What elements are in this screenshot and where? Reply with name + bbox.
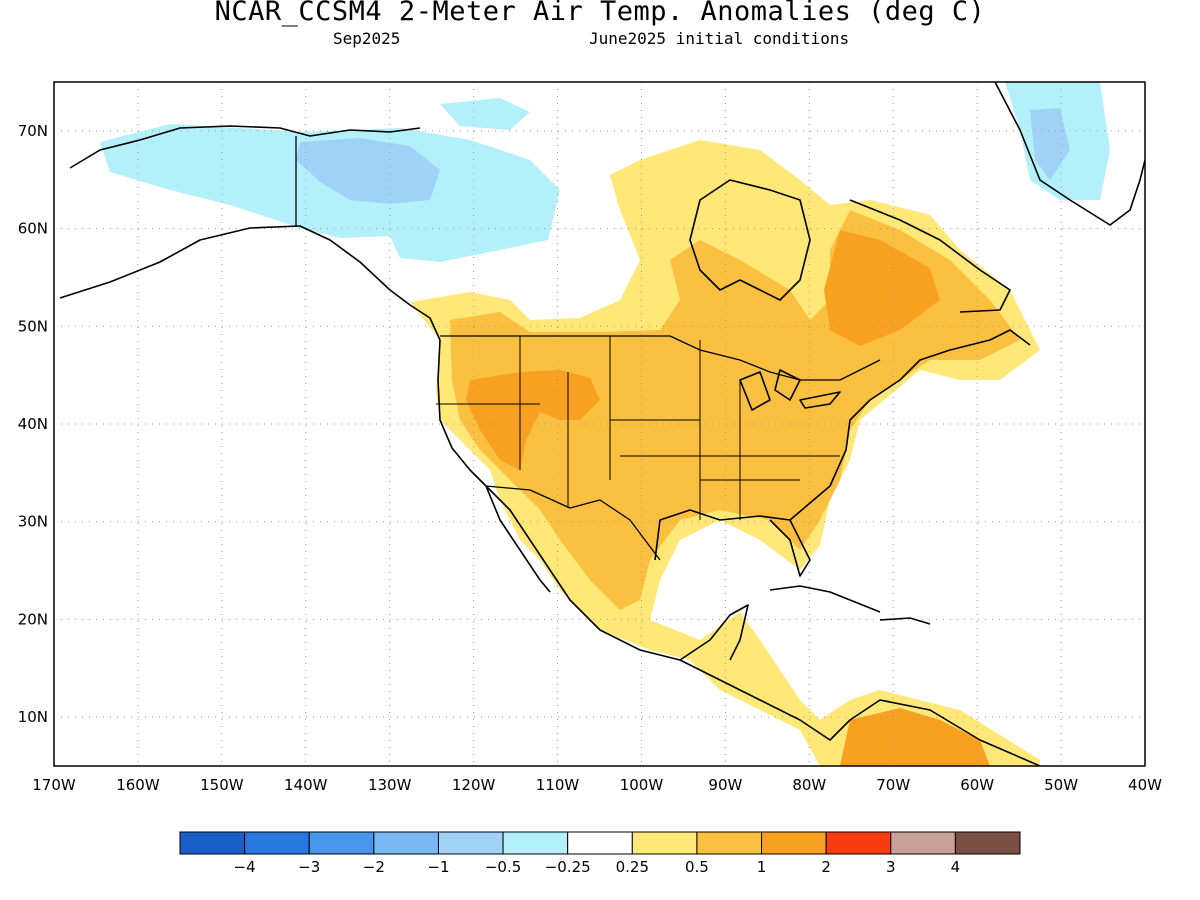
colorbar-swatch — [308, 831, 375, 855]
colorbar-label: 4 — [951, 858, 961, 876]
longitude-label: 70W — [876, 776, 910, 794]
coast-gulf — [654, 509, 811, 661]
colorbar-swatch — [825, 831, 892, 855]
coastlines — [59, 82, 1145, 766]
coast-baja — [485, 485, 551, 593]
colorbar-swatch — [373, 831, 439, 855]
colorbar-label: −1 — [427, 858, 449, 876]
initial-conditions: June2025 initial conditions — [589, 29, 850, 48]
colorbar-label: −0.5 — [485, 858, 521, 876]
longitude-label: 100W — [620, 776, 664, 794]
latitude-label: 60N — [18, 220, 48, 238]
longitude-label: 130W — [368, 776, 412, 794]
great-lakes — [739, 369, 841, 411]
colorbar-swatch — [890, 831, 956, 855]
cool-anomaly-greenland-core — [1030, 108, 1070, 180]
cool-anomaly-arctic-islands — [440, 98, 530, 130]
map-layers — [54, 82, 1145, 766]
longitude-label: 110W — [536, 776, 580, 794]
map-title: NCAR_CCSM4 2-Meter Air Temp. Anomalies (… — [214, 0, 986, 27]
coast-alaska-pacific — [59, 225, 441, 341]
coast-alaska-arctic — [69, 125, 421, 169]
plot-frame — [53, 81, 1146, 767]
latitude-label: 50N — [18, 317, 48, 335]
longitude-label: 120W — [452, 776, 496, 794]
colorbar-swatch — [437, 831, 504, 855]
latitude-labels: 10N 20N 30N 40N 50N 60N 70N — [18, 122, 48, 726]
latitude-label: 70N — [18, 122, 48, 140]
coast-greenland — [994, 82, 1145, 226]
longitude-label: 40W — [1128, 776, 1162, 794]
border-us-mexico — [485, 485, 661, 561]
coast-labrador — [849, 199, 1011, 313]
colorbar — [179, 831, 1021, 855]
colorbar-swatch — [761, 831, 827, 855]
coast-central-america — [679, 659, 1041, 766]
colorbar-swatch — [179, 831, 246, 855]
latitude-label: 40N — [18, 415, 48, 433]
latitude-label: 30N — [18, 513, 48, 531]
coast-hispaniola — [879, 617, 931, 625]
coast-us-pacific — [437, 339, 681, 661]
colorbar-swatch — [567, 831, 633, 855]
colorbar-label: 1 — [757, 858, 767, 876]
longitude-label: 50W — [1044, 776, 1078, 794]
colorbar-label: −0.25 — [545, 858, 591, 876]
warm-anomaly-orange-quebec — [824, 230, 940, 346]
colorbar-label: −2 — [363, 858, 385, 876]
colorbar-swatch — [954, 831, 1021, 855]
longitude-label: 170W — [32, 776, 76, 794]
coast-cuba — [769, 585, 881, 613]
cool-anomaly-alaska-canada — [100, 124, 560, 262]
border-us-canada — [440, 335, 881, 381]
colorbar-label: −4 — [234, 858, 256, 876]
longitude-label: 60W — [960, 776, 994, 794]
colorbar-swatch — [502, 831, 569, 855]
latitude-label: 10N — [18, 708, 48, 726]
colorbar-labels: −4 −3 −2 −1 −0.5 −0.25 0.25 0.5 1 2 3 4 — [234, 858, 961, 876]
colorbar-label: 0.5 — [685, 858, 709, 876]
colorbar-label: 0.25 — [616, 858, 649, 876]
coast-hudson-bay — [689, 179, 811, 301]
longitude-label: 140W — [284, 776, 328, 794]
longitude-label: 160W — [116, 776, 160, 794]
colorbar-swatch — [696, 831, 763, 855]
longitude-labels: 170W 160W 150W 140W 130W 120W 110W 100W 90W 80W 70… — [32, 776, 1162, 794]
colorbar-swatch — [244, 831, 310, 855]
coast-us-atlantic — [789, 329, 1031, 521]
forecast-month: Sep2025 — [333, 29, 401, 48]
colorbar-label: 3 — [886, 858, 896, 876]
colorbar-label: 2 — [821, 858, 831, 876]
colorbar-swatch — [631, 831, 698, 855]
warm-anomaly-orange-west — [466, 370, 600, 470]
longitude-label: 80W — [792, 776, 826, 794]
warm-anomaly-orange-southamerica — [840, 708, 990, 766]
longitude-label: 90W — [708, 776, 742, 794]
cool-anomaly-core — [296, 138, 440, 204]
longitude-label: 150W — [200, 776, 244, 794]
colorbar-label: −3 — [298, 858, 320, 876]
latitude-label: 20N — [18, 610, 48, 628]
state-lines — [436, 336, 840, 520]
